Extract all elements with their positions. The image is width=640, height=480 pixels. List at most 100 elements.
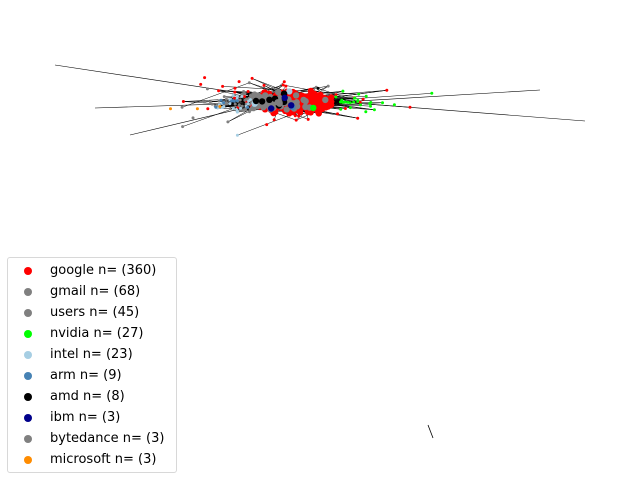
graph-node (311, 96, 318, 103)
graph-node (249, 107, 253, 111)
graph-node (222, 101, 226, 105)
graph-node (359, 103, 362, 107)
graph-node (306, 92, 313, 100)
graph-node (169, 107, 172, 111)
graph-node (294, 118, 298, 122)
legend: google n= (360) gmail n= (68) users n= (… (7, 257, 177, 473)
graph-node (341, 100, 345, 104)
graph-node (240, 95, 244, 98)
graph-node (381, 101, 384, 105)
graph-node (235, 94, 239, 98)
graph-node (240, 104, 244, 108)
legend-marker (24, 455, 32, 464)
legend-label: arm n= (9) (50, 368, 122, 383)
legend-item-intel: intel n= (23) (8, 344, 176, 365)
graph-node (214, 105, 218, 109)
graph-node (195, 107, 199, 111)
graph-node (306, 117, 310, 121)
graph-node (316, 86, 320, 90)
legend-marker (24, 371, 32, 380)
graph-node (247, 81, 251, 85)
graph-node (243, 95, 246, 98)
legend-label: gmail n= (68) (50, 284, 141, 299)
graph-node (353, 96, 357, 100)
legend-marker (24, 434, 32, 443)
graph-node (224, 97, 228, 101)
graph-node (385, 88, 389, 92)
graph-node (246, 102, 250, 106)
graph-node (217, 89, 221, 93)
legend-item-nvidia: nvidia n= (27) (8, 323, 176, 344)
legend-label: bytedance n= (3) (50, 431, 165, 446)
graph-node (231, 99, 235, 102)
graph-node (235, 108, 239, 112)
graph-node (334, 93, 338, 97)
graph-node (266, 96, 273, 104)
graph-node (369, 104, 372, 108)
graph-node (180, 105, 184, 109)
legend-label: users n= (45) (50, 305, 140, 320)
graph-node (288, 102, 295, 109)
graph-node (224, 101, 228, 105)
graph-node (239, 106, 243, 110)
graph-node (334, 95, 338, 99)
graph-edge (54, 64, 281, 100)
legend-label: intel n= (23) (50, 347, 133, 362)
graph-node (300, 96, 307, 104)
graph-node (237, 80, 241, 84)
graph-node (233, 96, 236, 100)
graph-node (243, 92, 247, 96)
graph-node (205, 87, 209, 91)
graph-node (248, 98, 252, 102)
graph-nodes (169, 76, 434, 137)
legend-item-google: google n= (360) (8, 260, 176, 281)
legend-marker (24, 329, 32, 338)
legend-marker (24, 308, 32, 317)
graph-node (372, 108, 376, 112)
graph-node (315, 110, 322, 117)
graph-node (254, 92, 262, 99)
graph-node (252, 97, 260, 105)
graph-node (328, 94, 335, 101)
legend-item-microsoft: microsoft n= (3) (8, 449, 176, 470)
graph-node (356, 116, 360, 120)
graph-node (233, 102, 237, 106)
graph-node (281, 94, 288, 102)
isolated-edge (427, 424, 434, 439)
legend-marker (24, 350, 32, 359)
graph-node (272, 118, 276, 122)
graph-node (226, 120, 230, 124)
graph-node (203, 76, 207, 80)
legend-item-users: users n= (45) (8, 302, 176, 323)
graph-node (348, 101, 352, 105)
graph-node (364, 110, 368, 114)
graph-node (361, 97, 365, 101)
graph-node (284, 84, 288, 88)
graph-node (408, 105, 412, 109)
graph-node (262, 92, 269, 99)
graph-node (221, 84, 225, 88)
legend-marker (24, 413, 32, 422)
graph-node (358, 100, 362, 104)
graph-node (325, 102, 332, 109)
graph-node (310, 104, 317, 112)
graph-node (286, 88, 293, 95)
graph-node (245, 97, 248, 101)
graph-node (206, 107, 210, 111)
graph-node (181, 125, 185, 129)
graph-node (235, 133, 239, 137)
graph-node (348, 106, 352, 110)
legend-item-ibm: ibm n= (3) (8, 407, 176, 428)
graph-node (191, 116, 195, 120)
graph-node (249, 94, 252, 97)
graph-node (258, 98, 266, 105)
graph-node (322, 96, 329, 104)
graph-node (218, 105, 222, 108)
graph-node (283, 106, 290, 113)
graph-node (265, 123, 269, 127)
graph-node (302, 103, 309, 111)
graph-node (219, 98, 223, 102)
graph-node (293, 114, 297, 118)
graph-node (238, 98, 242, 102)
